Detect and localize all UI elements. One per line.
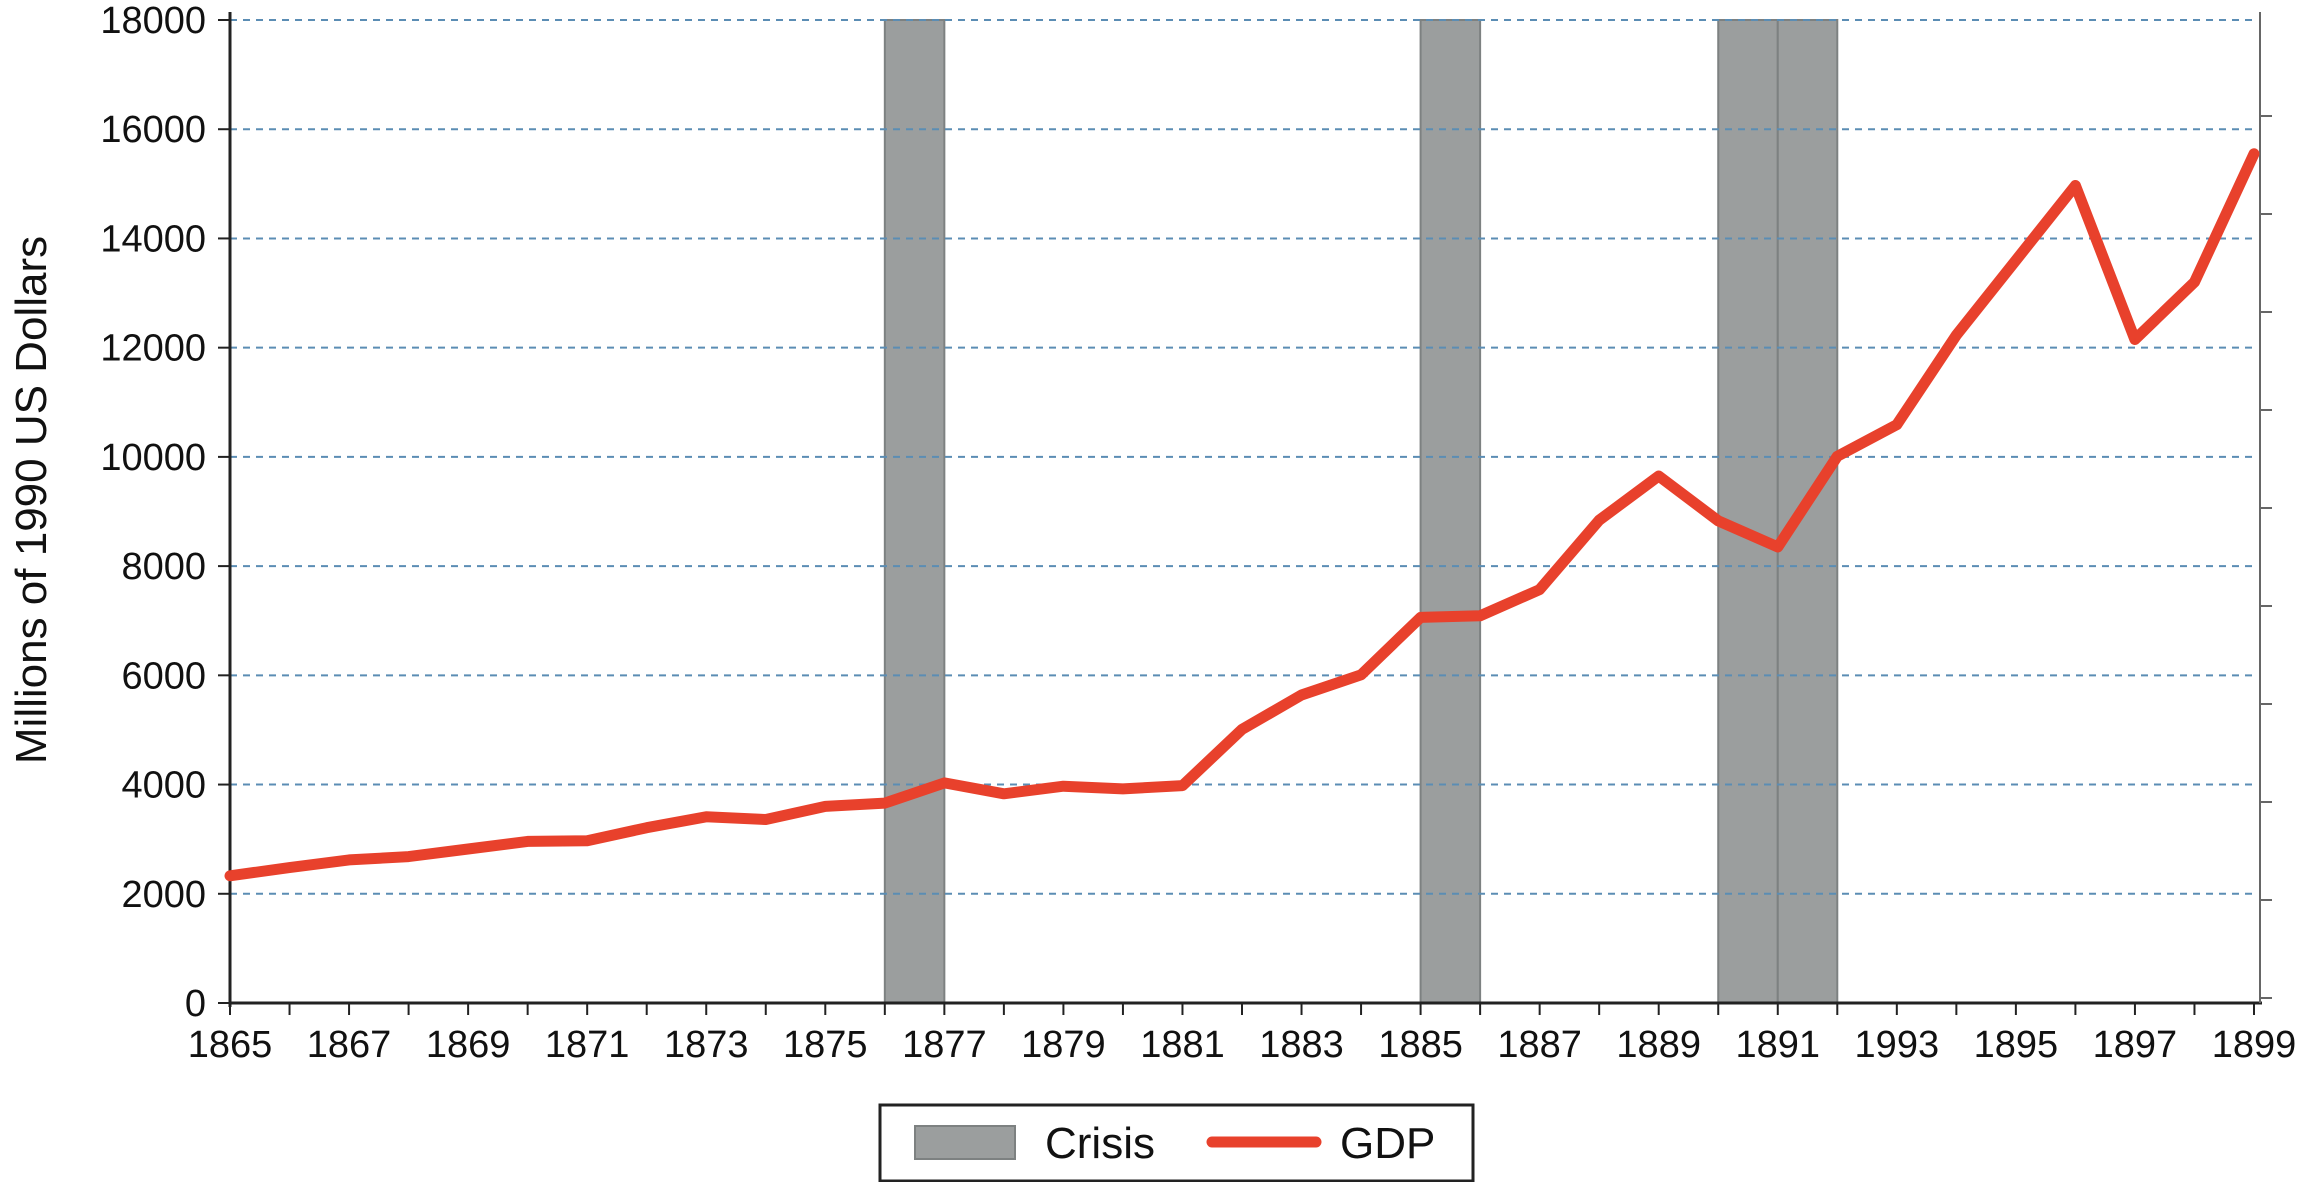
- gdp-point-1897: [2133, 338, 2136, 341]
- gdp-point-1893: [1895, 423, 1898, 426]
- crisis-band-1: [883, 19, 946, 1004]
- horizontal-gridlines: [230, 19, 2254, 895]
- gdp-point-1882: [1241, 728, 1243, 731]
- y-tick-label-0: 0: [185, 983, 206, 1025]
- x-tick-label-6: 1875: [783, 1024, 868, 1066]
- x-tick-label-10: 1883: [1259, 1024, 1344, 1066]
- gdp-point-1894: [1955, 334, 1958, 337]
- gdp-point-1866: [288, 866, 291, 869]
- x-tick-label-18: 1899: [2212, 1024, 2297, 1066]
- gdp-point-1871: [586, 839, 589, 842]
- gdp-point-1877: [943, 781, 946, 784]
- y-tick-label-2000: 2000: [121, 874, 206, 916]
- gdp-point-1881: [1181, 784, 1184, 787]
- gdp-point-1895: [2014, 259, 2017, 262]
- gdp-point-1880: [1121, 787, 1124, 790]
- gdp-point-1884: [1360, 673, 1363, 676]
- x-tick-label-14: 1891: [1735, 1024, 1820, 1066]
- y-axis-label: Millions of 1990 US Dollars: [7, 236, 56, 764]
- crisis-bands: [883, 19, 1839, 1004]
- x-tick-labels: 1865 1867 1869 1871 1873 1875 1877 1879 1881 1883…: [188, 1024, 2297, 1066]
- x-tick-label-12: 1887: [1497, 1024, 1582, 1066]
- y-tick-label-18000: 18000: [100, 0, 206, 42]
- gdp-point-1888: [1598, 519, 1601, 522]
- gdp-point-1892: [1836, 455, 1839, 458]
- x-tick-label-17: 1897: [2093, 1024, 2178, 1066]
- x-tick-label-16: 1895: [1974, 1024, 2059, 1066]
- legend-crisis-swatch: [914, 1125, 1016, 1160]
- y-tick-label-10000: 10000: [100, 437, 206, 479]
- x-tick-label-2: 1867: [307, 1024, 392, 1066]
- gdp-point-1896: [2074, 184, 2077, 187]
- y-tick-label-14000: 14000: [100, 218, 206, 260]
- y-tick-label-4000: 4000: [121, 765, 206, 807]
- legend-crisis-label: Crisis: [1045, 1119, 1155, 1168]
- y-tick-labels: 0 2000 4000 6000 8000 10000 12000 14000 16000 180…: [100, 0, 206, 1025]
- gdp-series: [224, 148, 2260, 882]
- gdp-point-1875: [824, 805, 827, 808]
- gdp-point-1891: [1776, 545, 1779, 548]
- crisis-band-3: [1717, 19, 1779, 1004]
- axes: [218, 12, 2272, 1015]
- gdp-point-1867: [348, 858, 351, 861]
- gdp-point-1868: [407, 855, 410, 858]
- gdp-point-1869: [467, 847, 470, 850]
- y-tick-label-16000: 16000: [100, 109, 206, 151]
- x-tick-label-15: 1993: [1855, 1024, 1940, 1066]
- x-tick-label-4: 1871: [545, 1024, 630, 1066]
- gdp-point-1899: [2253, 152, 2255, 155]
- gdp-point-1883: [1300, 693, 1303, 696]
- x-tick-label-13: 1889: [1616, 1024, 1701, 1066]
- crisis-band-2: [1419, 19, 1482, 1004]
- x-tick-label-11: 1885: [1378, 1024, 1463, 1066]
- x-tick-label-1: 1865: [188, 1024, 273, 1066]
- gdp-point-1874: [764, 818, 767, 821]
- gdp-point-1898: [2193, 281, 2196, 284]
- legend-gdp-label: GDP: [1340, 1119, 1435, 1168]
- gdp-point-1865: [229, 874, 231, 877]
- gdp-point-1879: [1062, 785, 1065, 788]
- x-tick-label-3: 1869: [426, 1024, 511, 1066]
- x-tick-label-5: 1873: [664, 1024, 749, 1066]
- x-tick-label-7: 1877: [902, 1024, 987, 1066]
- gdp-point-1889: [1657, 475, 1660, 478]
- x-tick-label-8: 1879: [1021, 1024, 1106, 1066]
- y-tick-label-6000: 6000: [121, 655, 206, 697]
- gdp-point-1870: [526, 840, 529, 843]
- gdp-point-1885: [1419, 616, 1422, 619]
- gdp-point-1878: [1002, 792, 1005, 795]
- gdp-point-1872: [645, 826, 648, 829]
- x-tick-label-9: 1881: [1140, 1024, 1225, 1066]
- gdp-line: [224, 148, 2260, 882]
- legend: Crisis GDP: [878, 1103, 1475, 1182]
- y-tick-label-12000: 12000: [100, 328, 206, 370]
- gdp-point-1886: [1479, 614, 1482, 617]
- gdp-point-1876: [883, 802, 886, 805]
- gdp-point-1873: [705, 815, 708, 818]
- gdp-point-1890: [1717, 519, 1720, 522]
- y-tick-label-8000: 8000: [121, 546, 206, 588]
- gdp-point-1887: [1538, 588, 1541, 591]
